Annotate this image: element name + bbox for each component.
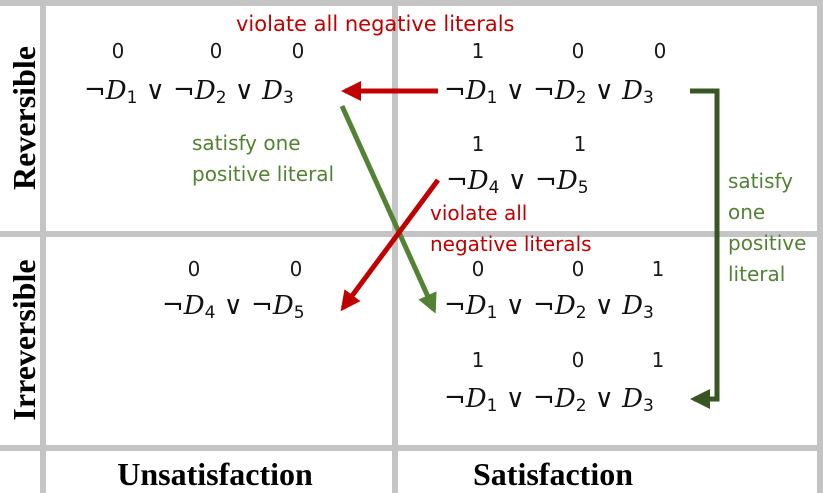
bit-label: 1 xyxy=(471,39,485,63)
annotation-satisfy-right: satisfy one positive literal xyxy=(728,166,806,290)
arrow-satisfy-bracket xyxy=(690,88,720,409)
bit-label: 0 xyxy=(291,39,305,63)
annotation-line: negative literals xyxy=(430,232,592,256)
grid-line-left xyxy=(40,0,46,493)
bit-label: 1 xyxy=(471,348,485,372)
grid-line-bottom xyxy=(0,445,823,451)
annotation-line: positive xyxy=(728,231,807,255)
clause-formula: ¬D1 ∨ ¬D2 ∨ D3 xyxy=(444,291,654,323)
annotation-line: one xyxy=(728,200,766,224)
grid-line-center xyxy=(392,0,398,493)
clause-formula: ¬D4 ∨ ¬D5 xyxy=(446,166,589,198)
bit-label: 0 xyxy=(209,39,223,63)
bit-label: 0 xyxy=(571,257,585,281)
bit-label: 0 xyxy=(471,257,485,281)
grid-line-right xyxy=(817,0,823,493)
clause-formula: ¬D1 ∨ ¬D2 ∨ D3 xyxy=(84,76,294,108)
column-header-satisfaction: Satisfaction xyxy=(473,456,633,492)
column-header-unsatisfaction: Unsatisfaction xyxy=(117,456,313,492)
arrow-satisfy-diagonal xyxy=(339,104,437,314)
bit-label: 1 xyxy=(471,132,485,156)
bit-label: 0 xyxy=(571,39,585,63)
annotation-line: positive literal xyxy=(192,162,335,186)
bit-label: 1 xyxy=(573,132,587,156)
bit-label: 1 xyxy=(651,348,665,372)
bit-label: 0 xyxy=(653,39,667,63)
annotation-violate-middle: violate all negative literals xyxy=(430,198,592,260)
arrow-violate-diagonal xyxy=(340,178,441,312)
annotation-line: satisfy xyxy=(728,169,794,193)
annotation-satisfy-middle: satisfy one positive literal xyxy=(192,128,334,190)
annotation-line: satisfy one xyxy=(192,131,301,155)
bit-label: 0 xyxy=(289,257,303,281)
annotation-violate-top: violate all negative literals xyxy=(236,12,515,36)
grid-line-top xyxy=(0,0,823,6)
annotation-line: violate all xyxy=(430,201,528,225)
clause-formula: ¬D1 ∨ ¬D2 ∨ D3 xyxy=(444,76,654,108)
annotation-line: literal xyxy=(728,262,786,286)
bit-label: 0 xyxy=(571,348,585,372)
clause-formula: ¬D1 ∨ ¬D2 ∨ D3 xyxy=(444,384,654,416)
clause-formula: ¬D4 ∨ ¬D5 xyxy=(162,291,305,323)
bit-label: 0 xyxy=(187,257,201,281)
bit-label: 1 xyxy=(651,257,665,281)
bit-label: 0 xyxy=(111,39,125,63)
grid-line-middle xyxy=(0,231,823,237)
